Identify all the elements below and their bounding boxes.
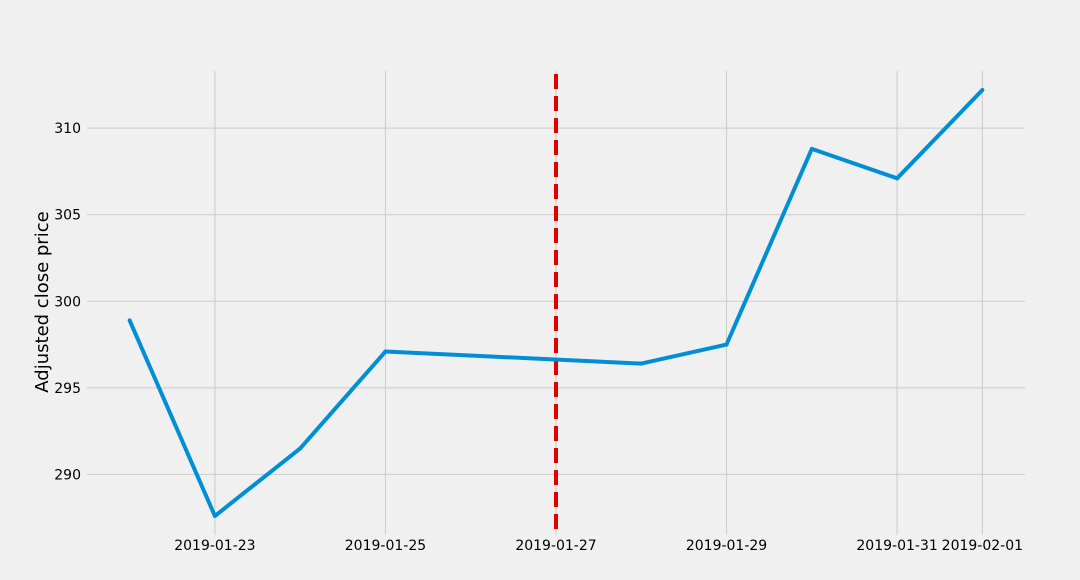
x-tick-label: 2019-01-25	[345, 538, 426, 554]
data-point	[725, 343, 729, 347]
y-tick-labels: 290 295 300 305 310	[54, 121, 81, 483]
x-tick-label: 2019-01-23	[174, 538, 255, 554]
data-point	[895, 176, 899, 180]
x-tick-label: 2019-02-01	[942, 538, 1023, 554]
y-axis-label: Adjusted close price	[32, 211, 53, 392]
data-point	[298, 446, 302, 450]
data-point	[383, 349, 387, 353]
y-tick-label: 290	[54, 467, 81, 483]
y-tick-label: 295	[54, 381, 81, 397]
y-tick-label: 300	[54, 294, 81, 310]
data-point	[810, 147, 814, 151]
x-tick-label: 2019-01-31	[856, 538, 937, 554]
data-point	[213, 514, 217, 518]
data-point	[980, 88, 984, 92]
data-point	[639, 362, 643, 366]
x-tick-labels: 2019-01-23 2019-01-25 2019-01-27 2019-01-29…	[174, 538, 1023, 554]
data-point	[128, 318, 132, 322]
x-tick-label: 2019-01-27	[515, 538, 596, 554]
y-tick-label: 305	[54, 208, 81, 224]
x-tick-label: 2019-01-29	[686, 538, 767, 554]
y-tick-label: 310	[54, 121, 81, 137]
